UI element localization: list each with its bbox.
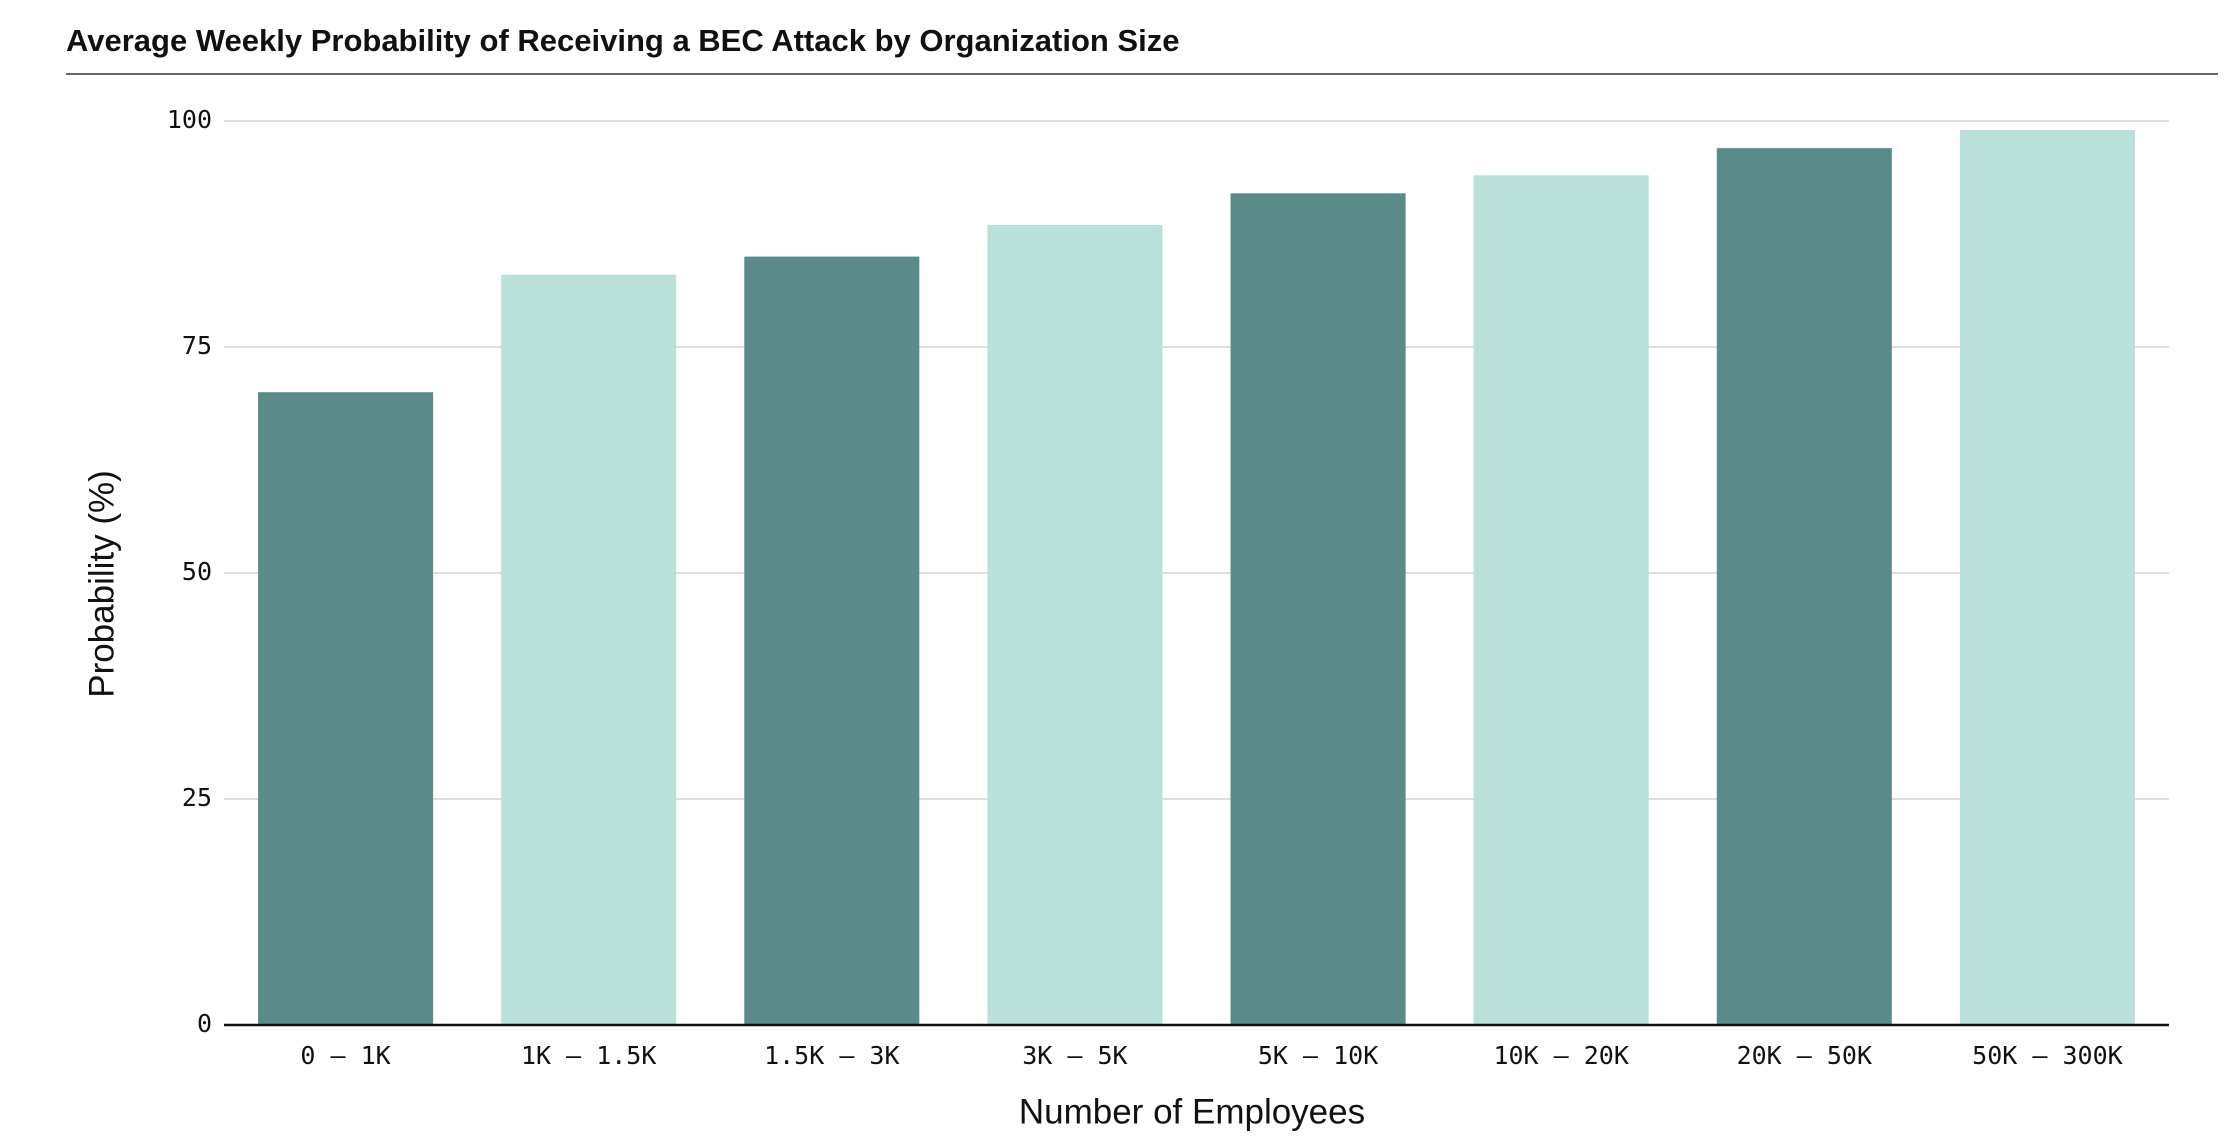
bar — [501, 274, 677, 1025]
y-axis-label: Probability (%) — [82, 470, 121, 698]
x-tick-label: 10K – 20K — [1493, 1041, 1628, 1070]
bar — [1959, 130, 2135, 1026]
x-tick-label: 3K – 5K — [1022, 1041, 1127, 1070]
x-tick-label: 1K – 1.5K — [521, 1041, 656, 1070]
chart-title: Average Weekly Probability of Receiving … — [66, 23, 1179, 58]
y-tick-label: 50 — [182, 557, 212, 586]
bar — [1716, 148, 1892, 1025]
bar — [1230, 193, 1406, 1025]
x-tick-label: 20K – 50K — [1737, 1041, 1872, 1070]
x-tick-label: 0 – 1K — [300, 1041, 390, 1070]
x-tick-label: 50K – 300K — [1972, 1041, 2123, 1070]
bar — [744, 256, 920, 1026]
y-tick-label: 75 — [182, 331, 212, 360]
y-tick-label: 25 — [182, 783, 212, 812]
bar — [987, 224, 1163, 1025]
bar — [1473, 175, 1649, 1026]
y-tick-label: 0 — [197, 1009, 212, 1038]
x-tick-label: 1.5K – 3K — [764, 1041, 899, 1070]
x-tick-label: 5K – 10K — [1258, 1041, 1378, 1070]
x-axis-label: Number of Employees — [1019, 1092, 1365, 1131]
y-tick-label: 100 — [167, 105, 212, 134]
bar — [258, 392, 434, 1025]
